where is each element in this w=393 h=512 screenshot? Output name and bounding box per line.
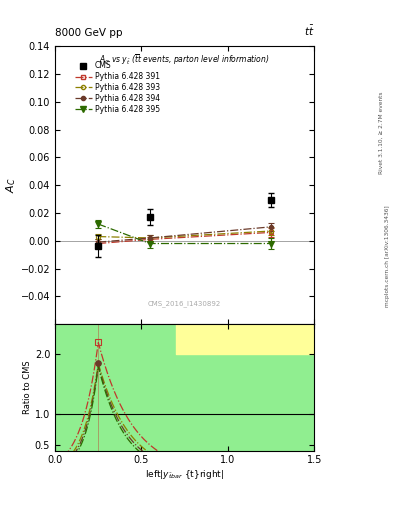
Text: 8000 GeV pp: 8000 GeV pp	[55, 28, 123, 38]
Y-axis label: $A_C$: $A_C$	[4, 177, 18, 193]
Text: Rivet 3.1.10, ≥ 2.7M events: Rivet 3.1.10, ≥ 2.7M events	[379, 92, 384, 175]
Text: $A_C$ vs $y_{\bar{t}}$ ($\overline{t}t$ events, parton level information): $A_C$ vs $y_{\bar{t}}$ ($\overline{t}t$ …	[99, 52, 270, 67]
Text: $t\bar{t}$: $t\bar{t}$	[304, 24, 314, 38]
Text: mcplots.cern.ch [arXiv:1306.3436]: mcplots.cern.ch [arXiv:1306.3436]	[385, 205, 389, 307]
Y-axis label: Ratio to CMS: Ratio to CMS	[23, 360, 32, 414]
Legend: CMS, Pythia 6.428 391, Pythia 6.428 393, Pythia 6.428 394, Pythia 6.428 395: CMS, Pythia 6.428 391, Pythia 6.428 393,…	[72, 58, 163, 117]
X-axis label: left|$y_{\bar{t}bar}$ {t}right|: left|$y_{\bar{t}bar}$ {t}right|	[145, 468, 224, 481]
Text: CMS_2016_I1430892: CMS_2016_I1430892	[148, 301, 221, 308]
